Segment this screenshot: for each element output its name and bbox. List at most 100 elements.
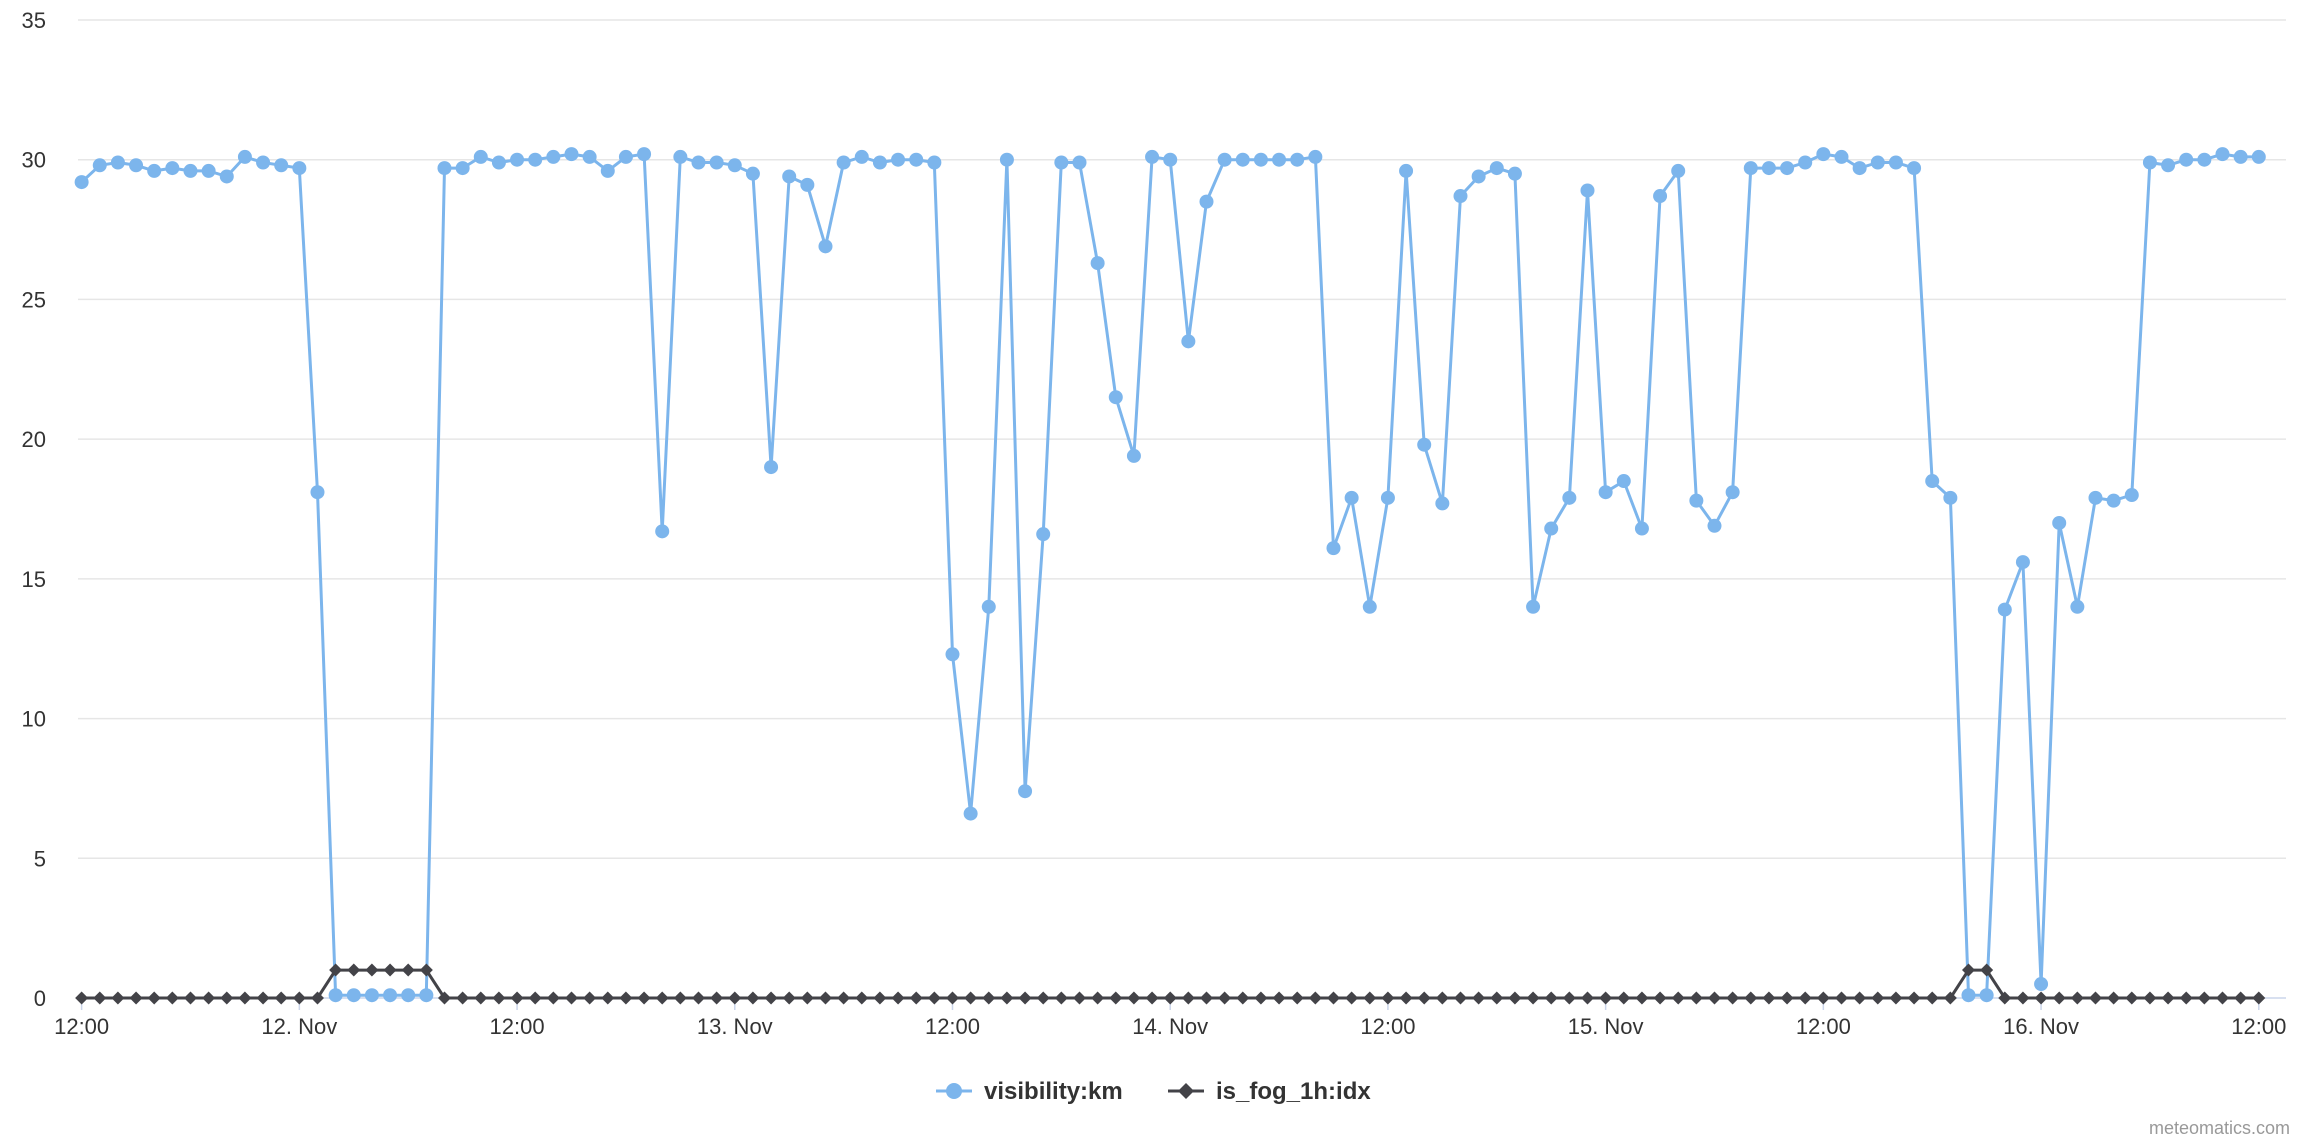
data-point[interactable] — [1453, 189, 1468, 204]
credit-label[interactable]: meteomatics.com — [2149, 1118, 2290, 1138]
data-point[interactable] — [1218, 991, 1232, 1005]
data-point[interactable] — [818, 239, 833, 254]
data-point[interactable] — [2015, 555, 2030, 570]
data-point[interactable] — [1126, 448, 1141, 463]
data-point[interactable] — [329, 963, 343, 977]
data-point[interactable] — [800, 177, 815, 192]
data-point[interactable] — [1181, 334, 1196, 349]
data-point[interactable] — [1617, 991, 1631, 1005]
data-point[interactable] — [1743, 161, 1758, 176]
data-point[interactable] — [1308, 149, 1323, 164]
data-point[interactable] — [492, 991, 506, 1005]
data-point[interactable] — [1145, 149, 1160, 164]
data-point[interactable] — [419, 988, 434, 1003]
data-point[interactable] — [854, 149, 869, 164]
data-point[interactable] — [1707, 518, 1722, 533]
data-point[interactable] — [2070, 991, 2084, 1005]
data-point[interactable] — [491, 155, 506, 170]
data-point[interactable] — [2252, 991, 2266, 1005]
data-point[interactable] — [473, 149, 488, 164]
data-point[interactable] — [927, 155, 942, 170]
data-point[interactable] — [183, 991, 197, 1005]
data-point[interactable] — [1834, 149, 1849, 164]
data-point[interactable] — [1145, 991, 1159, 1005]
data-point[interactable] — [1072, 155, 1087, 170]
data-point[interactable] — [129, 158, 144, 173]
data-point[interactable] — [1272, 991, 1286, 1005]
data-point[interactable] — [528, 152, 543, 167]
data-point[interactable] — [1888, 155, 1903, 170]
data-point[interactable] — [2107, 991, 2121, 1005]
data-point[interactable] — [746, 991, 760, 1005]
data-point[interactable] — [1544, 521, 1559, 536]
data-point[interactable] — [637, 991, 651, 1005]
data-point[interactable] — [383, 988, 398, 1003]
data-point[interactable] — [1091, 991, 1105, 1005]
data-point[interactable] — [1961, 988, 1976, 1003]
data-point[interactable] — [1199, 194, 1214, 209]
data-point[interactable] — [2088, 991, 2102, 1005]
data-point[interactable] — [1453, 991, 1467, 1005]
data-point[interactable] — [691, 155, 706, 170]
data-point[interactable] — [764, 991, 778, 1005]
data-point[interactable] — [1961, 963, 1975, 977]
data-point[interactable] — [1907, 161, 1922, 176]
data-point[interactable] — [74, 175, 89, 190]
data-point[interactable] — [909, 152, 924, 167]
data-point[interactable] — [673, 991, 687, 1005]
data-point[interactable] — [147, 991, 161, 1005]
data-point[interactable] — [2143, 991, 2157, 1005]
data-point[interactable] — [1000, 991, 1014, 1005]
data-point[interactable] — [1181, 991, 1195, 1005]
data-point[interactable] — [419, 963, 433, 977]
data-point[interactable] — [310, 485, 325, 500]
data-point[interactable] — [256, 991, 270, 1005]
data-point[interactable] — [1163, 991, 1177, 1005]
data-point[interactable] — [872, 155, 887, 170]
data-point[interactable] — [183, 163, 198, 178]
data-point[interactable] — [1943, 991, 1957, 1005]
data-point[interactable] — [1290, 991, 1304, 1005]
data-point[interactable] — [2052, 991, 2066, 1005]
data-point[interactable] — [1761, 161, 1776, 176]
data-point[interactable] — [1036, 527, 1051, 542]
data-point[interactable] — [2106, 493, 2121, 508]
data-point[interactable] — [1925, 474, 1940, 489]
data-point[interactable] — [1870, 155, 1885, 170]
data-point[interactable] — [2215, 991, 2229, 1005]
data-point[interactable] — [310, 991, 324, 1005]
data-point[interactable] — [1326, 991, 1340, 1005]
data-point[interactable] — [1671, 163, 1686, 178]
data-point[interactable] — [1018, 784, 1033, 799]
data-point[interactable] — [600, 163, 615, 178]
data-point[interactable] — [510, 152, 525, 167]
data-point[interactable] — [2052, 515, 2067, 530]
data-point[interactable] — [2197, 991, 2211, 1005]
data-point[interactable] — [891, 991, 905, 1005]
data-point[interactable] — [1471, 169, 1486, 184]
data-point[interactable] — [945, 991, 959, 1005]
data-point[interactable] — [292, 161, 307, 176]
data-point[interactable] — [1707, 991, 1721, 1005]
data-point[interactable] — [1599, 991, 1613, 1005]
data-point[interactable] — [709, 155, 724, 170]
data-point[interactable] — [1435, 991, 1449, 1005]
data-point[interactable] — [1871, 991, 1885, 1005]
data-point[interactable] — [2124, 488, 2139, 503]
data-point[interactable] — [1689, 493, 1704, 508]
data-point[interactable] — [564, 147, 579, 162]
data-point[interactable] — [691, 991, 705, 1005]
data-point[interactable] — [75, 991, 89, 1005]
data-point[interactable] — [1943, 490, 1958, 505]
data-point[interactable] — [1236, 991, 1250, 1005]
data-point[interactable] — [147, 163, 162, 178]
data-point[interactable] — [1362, 599, 1377, 614]
data-point[interactable] — [1163, 152, 1178, 167]
data-point[interactable] — [891, 152, 906, 167]
data-point[interactable] — [346, 988, 361, 1003]
data-point[interactable] — [1616, 474, 1631, 489]
data-point[interactable] — [93, 991, 107, 1005]
data-point[interactable] — [1980, 963, 1994, 977]
data-point[interactable] — [655, 991, 669, 1005]
data-point[interactable] — [1798, 991, 1812, 1005]
